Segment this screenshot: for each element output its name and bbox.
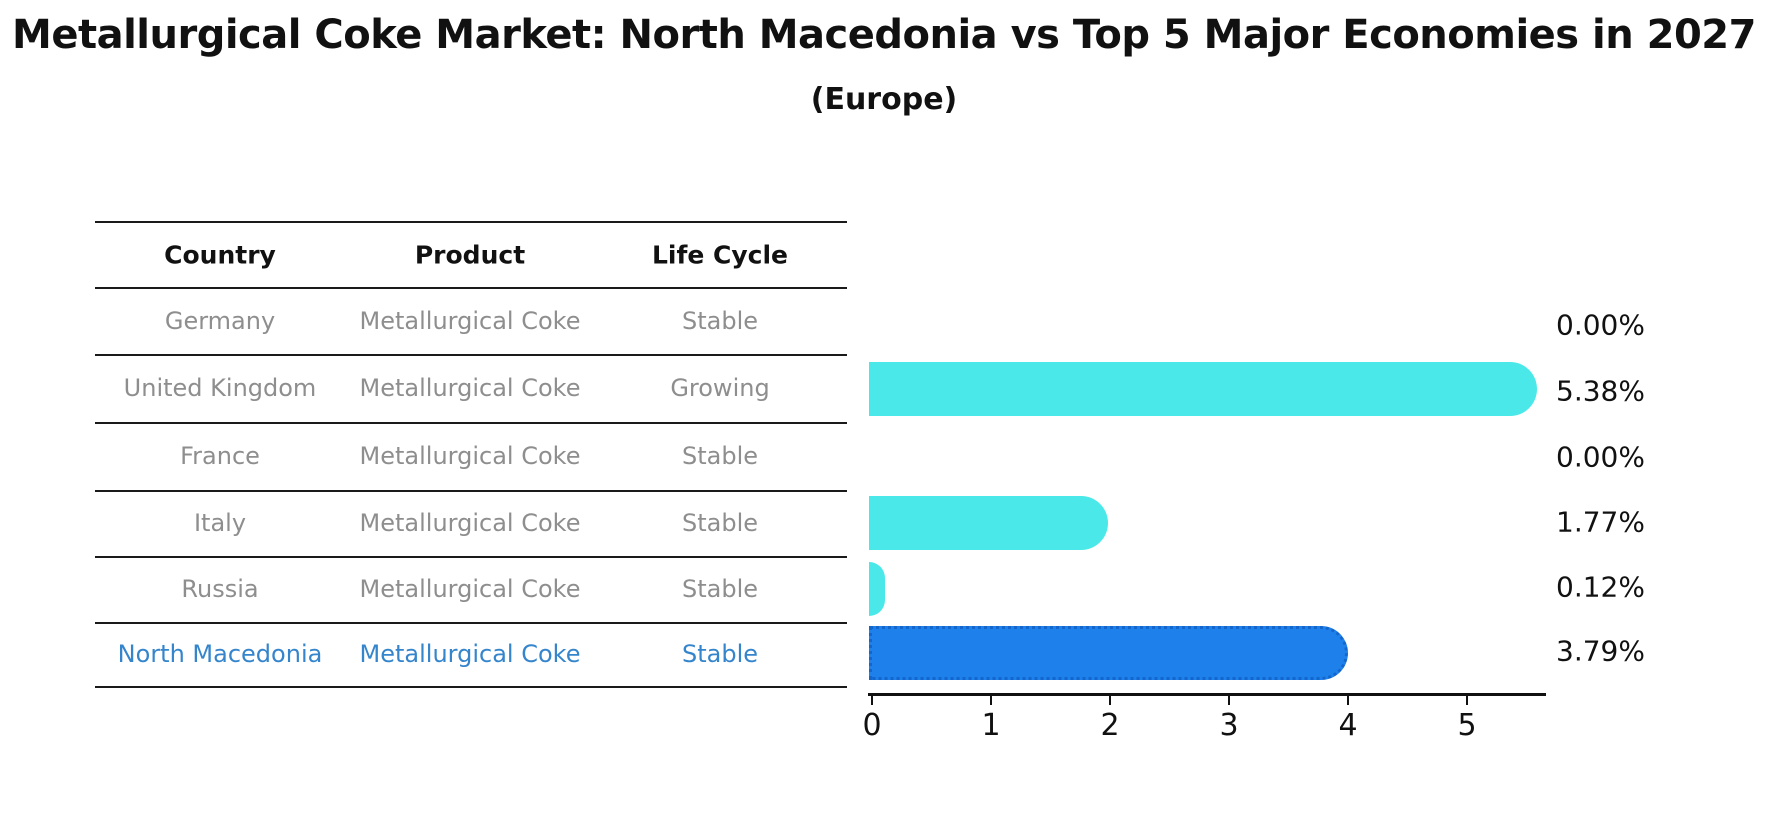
value-label-germany: 0.00% <box>1556 308 1645 342</box>
x-axis-label-4: 4 <box>1338 708 1358 743</box>
x-axis-label-1: 1 <box>981 708 1001 743</box>
bar-north-macedonia <box>869 626 1348 680</box>
cell-russia-country: Russia <box>181 575 259 603</box>
table-header-product: Product <box>414 240 526 270</box>
table-row-rule-3 <box>95 490 847 492</box>
cell-uk-product: Metallurgical Coke <box>359 374 581 402</box>
bar-united-kingdom <box>869 362 1537 416</box>
x-axis-tick-2 <box>1109 696 1111 705</box>
table-header-rule <box>95 287 847 289</box>
cell-north-macedonia-lifecycle: Stable <box>681 640 759 668</box>
cell-france-lifecycle: Stable <box>681 442 759 470</box>
cell-uk-country: United Kingdom <box>123 374 317 402</box>
chart-subtitle: (Europe) <box>810 82 958 117</box>
x-axis-label-3: 3 <box>1219 708 1239 743</box>
bar-italy <box>869 496 1108 550</box>
cell-france-product: Metallurgical Coke <box>359 442 581 470</box>
x-axis-tick-0 <box>871 696 873 705</box>
cell-uk-lifecycle: Growing <box>670 374 770 402</box>
cell-germany-country: Germany <box>164 307 276 335</box>
x-axis-label-0: 0 <box>862 708 882 743</box>
table-header-lifecycle: Life Cycle <box>651 240 789 270</box>
x-axis-tick-1 <box>990 696 992 705</box>
cell-north-macedonia-country: North Macedonia <box>117 640 323 668</box>
table-top-rule <box>95 221 847 223</box>
table-row-rule-1 <box>95 354 847 356</box>
chart-title: Metallurgical Coke Market: North Macedon… <box>12 12 1756 58</box>
value-label-united-kingdom: 5.38% <box>1556 374 1645 408</box>
table-row-rule-5 <box>95 622 847 624</box>
cell-russia-product: Metallurgical Coke <box>359 575 581 603</box>
value-label-italy: 1.77% <box>1556 505 1645 539</box>
cell-france-country: France <box>180 442 260 470</box>
x-axis-label-2: 2 <box>1100 708 1120 743</box>
cell-italy-country: Italy <box>193 509 247 537</box>
x-axis-line <box>868 693 1546 696</box>
x-axis-label-5: 5 <box>1457 708 1477 743</box>
x-axis-tick-3 <box>1228 696 1230 705</box>
table-header-country: Country <box>164 240 276 270</box>
value-label-north-macedonia: 3.79% <box>1556 634 1645 668</box>
cell-italy-product: Metallurgical Coke <box>359 509 581 537</box>
cell-germany-lifecycle: Stable <box>681 307 759 335</box>
cell-germany-product: Metallurgical Coke <box>359 307 581 335</box>
bar-russia <box>869 562 885 616</box>
x-axis-tick-4 <box>1347 696 1349 705</box>
table-row-rule-2 <box>95 422 847 424</box>
table-row-rule-4 <box>95 556 847 558</box>
value-label-france: 0.00% <box>1556 440 1645 474</box>
cell-italy-lifecycle: Stable <box>681 509 759 537</box>
x-axis-tick-5 <box>1466 696 1468 705</box>
table-bottom-rule <box>95 686 847 688</box>
value-label-russia: 0.12% <box>1556 570 1645 604</box>
cell-north-macedonia-product: Metallurgical Coke <box>359 640 581 668</box>
cell-russia-lifecycle: Stable <box>681 575 759 603</box>
